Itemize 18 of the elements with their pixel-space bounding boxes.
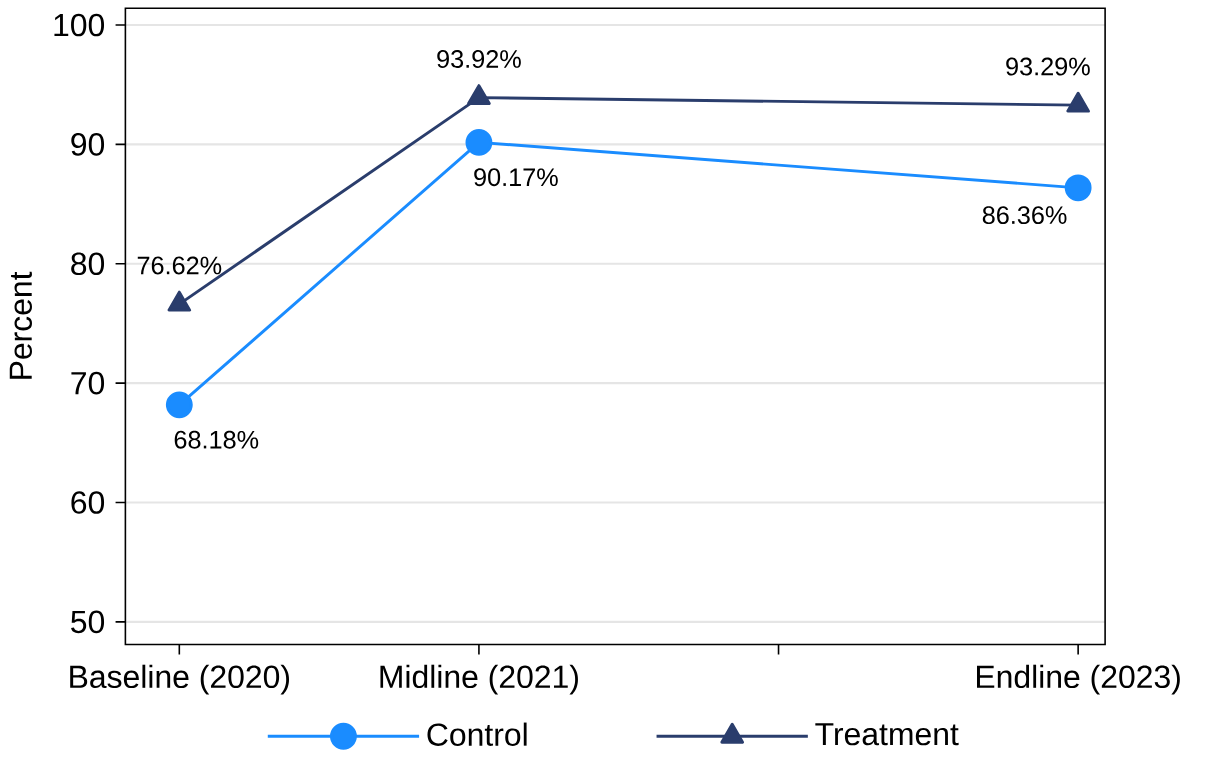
data-label: 76.62% [137,256,222,275]
data-label: 68.18% [174,430,259,449]
y-tick-label: 90 [71,132,105,156]
legend-label: Treatment [815,722,959,746]
y-tick-label: 100 [54,13,105,37]
y-tick-label: 50 [71,610,105,633]
data-label: 90.17% [474,168,558,186]
y-tick-label: 60 [71,491,105,514]
data-label: 86.36% [982,206,1067,224]
x-tick-label: Endline (2023) [977,664,1180,695]
x-tick-label: Baseline (2020) [70,664,289,695]
y-tick-label: 80 [71,252,105,275]
legend-label: Control [427,722,527,746]
y-tick-label: 70 [71,371,105,395]
data-label: 93.29% [1006,57,1090,76]
data-label: 93.92% [437,49,521,68]
y-axis-title: Percent [9,271,32,379]
x-tick-label: Midline (2021) [380,664,578,695]
